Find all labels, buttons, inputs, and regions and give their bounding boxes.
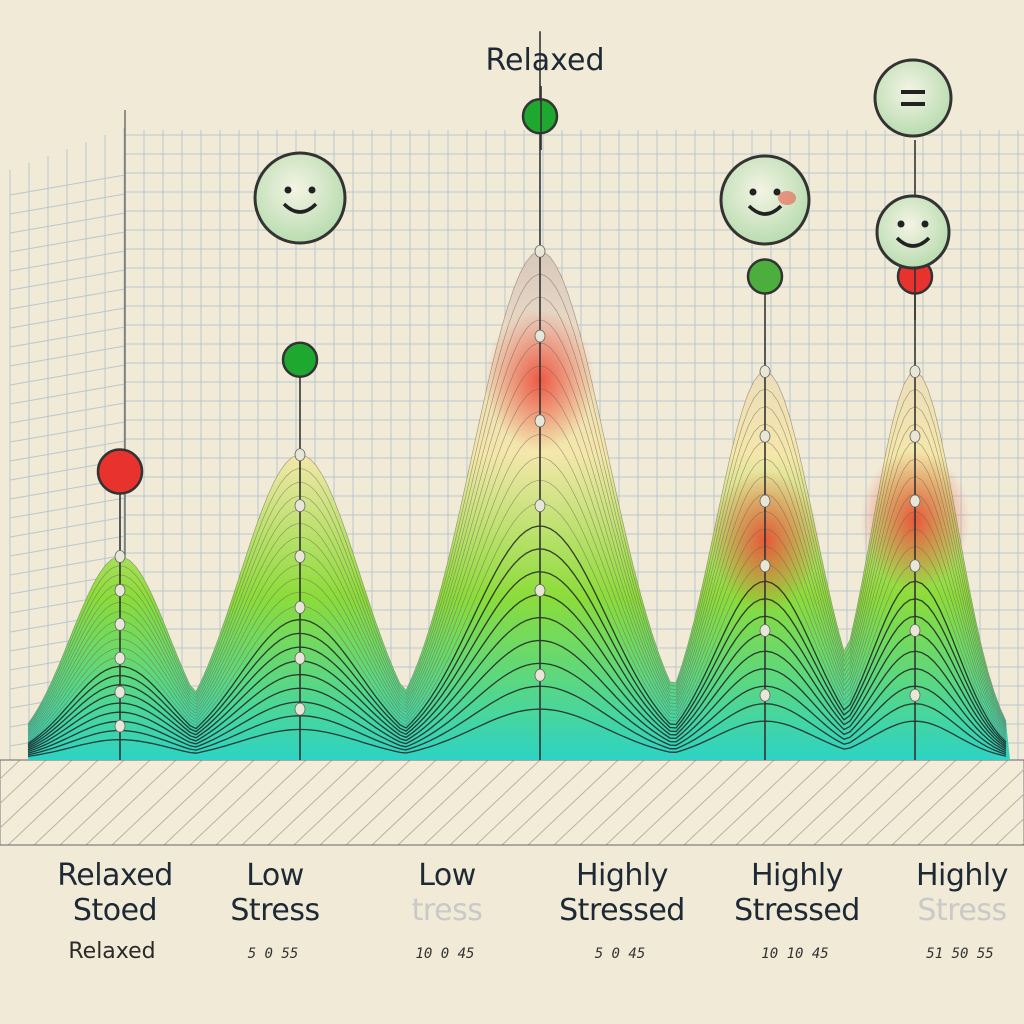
marker-node xyxy=(114,584,126,597)
marker-node xyxy=(759,688,771,702)
marker-node xyxy=(909,559,921,573)
chart-floor xyxy=(0,759,1024,846)
marker-node xyxy=(759,365,771,378)
marker-node xyxy=(294,702,306,716)
sub-label-1: 5 0 55 xyxy=(248,946,299,962)
wave-surface xyxy=(27,251,1010,760)
category-label-1-0: Low xyxy=(246,858,304,893)
marker-node xyxy=(534,499,546,513)
mood-markers xyxy=(96,31,953,760)
sub-label-3: 5 0 45 xyxy=(595,946,646,962)
marker-node xyxy=(294,651,306,665)
marker-node xyxy=(759,429,771,443)
marker-node xyxy=(909,624,921,637)
marker-node xyxy=(759,494,771,508)
marker-node xyxy=(534,584,546,597)
marker-node xyxy=(534,668,546,682)
category-label-5-0: Highly xyxy=(916,858,1008,893)
marker-node xyxy=(294,600,306,614)
category-label-0-0: Relaxed xyxy=(57,858,173,893)
category-label-1-1: Stress xyxy=(230,893,319,928)
marker-node xyxy=(909,429,921,443)
sub-label-5: 51 50 55 xyxy=(926,946,993,962)
category-label-2-0: Low xyxy=(418,858,476,893)
marker-node xyxy=(294,499,306,513)
category-label-5-1: Stress xyxy=(917,893,1006,928)
category-labels: RelaxedStoedLowStressLowtressHighlyStres… xyxy=(57,858,1008,964)
smile-face-icon xyxy=(253,151,347,245)
marker-node xyxy=(114,617,126,631)
category-label-4-0: Highly xyxy=(751,858,843,893)
marker-node xyxy=(759,559,771,573)
marker-node xyxy=(114,719,126,733)
peak-title: Relaxed xyxy=(485,43,604,78)
marker-node xyxy=(294,448,306,462)
marker-ball-3 xyxy=(746,258,784,295)
smile-face-icon xyxy=(875,194,951,270)
category-label-4-1: Stressed xyxy=(734,893,860,928)
sub-label-4: 10 10 45 xyxy=(761,946,828,962)
category-label-3-0: Highly xyxy=(576,858,668,893)
category-label-3-1: Stressed xyxy=(559,893,685,928)
category-label-2-1: tress xyxy=(412,893,483,928)
marker-node xyxy=(294,550,306,563)
marker-node xyxy=(909,365,921,378)
marker-node xyxy=(534,414,546,428)
marker-node xyxy=(114,651,126,665)
sub-label-0: Relaxed xyxy=(68,939,155,964)
marker-node xyxy=(114,550,126,563)
marker-node xyxy=(114,685,126,699)
marker-node xyxy=(534,329,546,343)
marker-ball-1 xyxy=(281,341,319,378)
sub-label-2: 10 0 45 xyxy=(415,946,474,962)
neutral-face-icon xyxy=(873,58,953,138)
blush-face-icon xyxy=(719,154,811,246)
category-label-0-1: Stoed xyxy=(73,893,157,928)
marker-node xyxy=(534,244,546,258)
marker-node xyxy=(909,688,921,702)
marker-node xyxy=(759,624,771,637)
marker-ball-0 xyxy=(96,448,144,495)
marker-ball-2 xyxy=(521,98,559,135)
marker-node xyxy=(909,494,921,508)
